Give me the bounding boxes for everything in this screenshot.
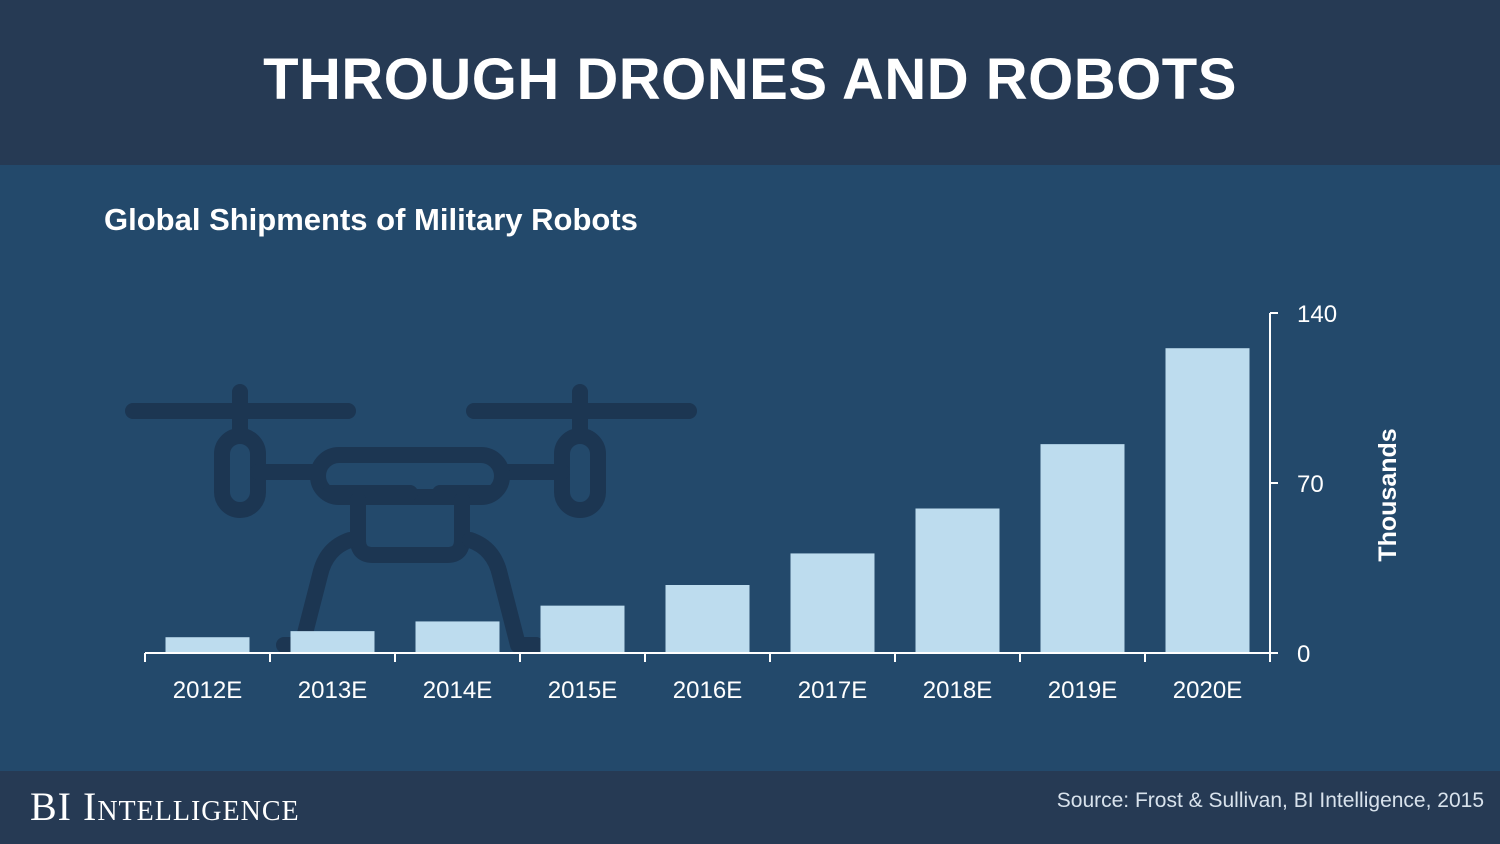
x-tick-label: 2018E [923, 677, 992, 704]
bar-2013E [290, 631, 375, 653]
bar-2014E [415, 621, 500, 653]
footer: BI Intelligence Source: Frost & Sullivan… [0, 771, 1500, 844]
x-tick-label: 2014E [423, 677, 492, 704]
drone-icon [125, 384, 697, 653]
y-tick-label: 70 [1297, 471, 1324, 498]
x-tick-label: 2020E [1173, 677, 1242, 704]
chart-title: Global Shipments of Military Robots [104, 202, 638, 237]
bar-2016E [665, 585, 750, 653]
x-tick-label: 2019E [1048, 677, 1117, 704]
bar-2018E [915, 508, 1000, 653]
page-title: THROUGH DRONES AND ROBOTS [263, 47, 1237, 112]
y-tick-label: 140 [1297, 301, 1337, 328]
y-axis-label: Thousands [1374, 428, 1402, 561]
bar-2017E [790, 553, 875, 653]
x-tick-label: 2015E [548, 677, 617, 704]
bar-2020E [1165, 348, 1250, 653]
bar-2019E [1040, 444, 1125, 653]
y-tick-label: 0 [1297, 641, 1310, 668]
bar-2015E [540, 605, 625, 653]
x-tick-label: 2016E [673, 677, 742, 704]
brand-logo: BI Intelligence [30, 784, 300, 829]
x-tick-label: 2012E [173, 677, 242, 704]
bar-2012E [165, 637, 250, 653]
x-tick-label: 2013E [298, 677, 367, 704]
source-note: Source: Frost & Sullivan, BI Intelligenc… [1056, 789, 1484, 812]
x-tick-label: 2017E [798, 677, 867, 704]
header-banner: THROUGH DRONES AND ROBOTS [0, 0, 1500, 165]
